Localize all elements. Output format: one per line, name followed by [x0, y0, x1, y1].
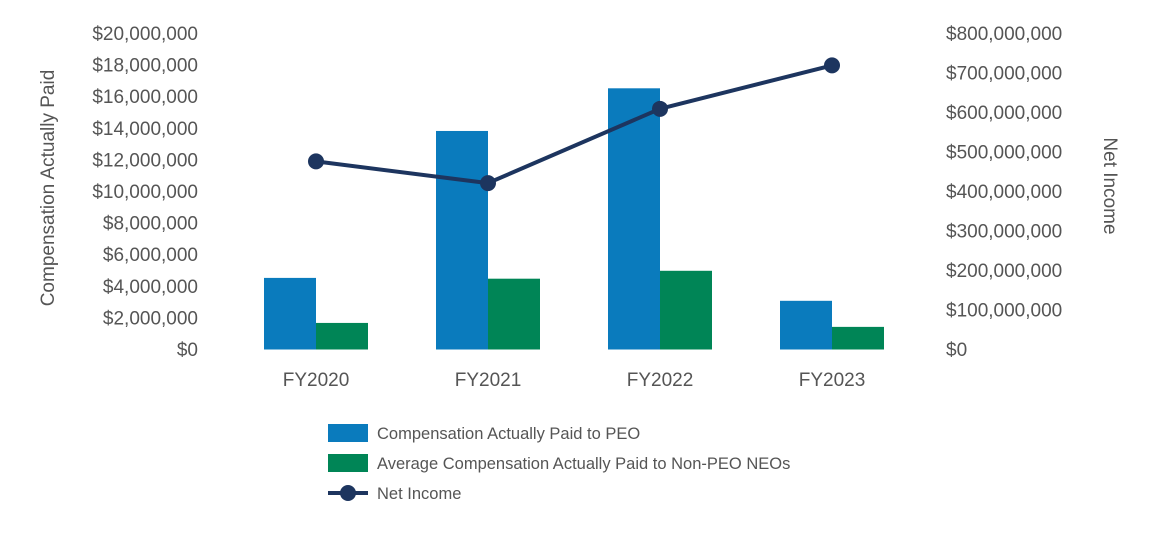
neo-bar-fy2020	[316, 322, 368, 350]
category-label: FY2023	[799, 370, 866, 391]
left-tick-label: $16,000,000	[92, 87, 198, 108]
peo-bar-fy2020	[264, 277, 316, 350]
right-tick-label: $700,000,000	[946, 64, 1062, 85]
peo-bar-fy2022	[608, 88, 660, 350]
category-label: FY2020	[283, 370, 350, 391]
legend-marker	[340, 485, 356, 501]
category-label: FY2021	[455, 370, 522, 391]
left-tick-label: $4,000,000	[103, 277, 198, 298]
left-tick-label: $12,000,000	[92, 150, 198, 171]
right-tick-label: $100,000,000	[946, 301, 1062, 322]
net-income-line	[315, 63, 833, 186]
net-income-line-group	[308, 57, 840, 192]
left-tick-label: $10,000,000	[92, 182, 198, 203]
left-tick-label: $8,000,000	[103, 214, 198, 235]
net-income-point-fy2020	[308, 153, 324, 170]
right-axis-label: Net Income	[1099, 137, 1120, 234]
net-income-point-fy2023	[824, 57, 840, 74]
legend-swatch	[328, 454, 368, 472]
left-tick-label: $18,000,000	[92, 56, 198, 77]
left-axis-ticks: $0 $2,000,000 $4,000,000 $6,000,000 $8,000,0…	[92, 24, 198, 361]
neo-bar-fy2023	[832, 326, 884, 350]
right-tick-label: $200,000,000	[946, 261, 1062, 282]
left-tick-label: $20,000,000	[92, 24, 198, 45]
category-label: FY2022	[627, 370, 694, 391]
net-income-point-fy2022	[652, 100, 668, 117]
neo-bar-fy2021	[488, 278, 540, 350]
right-tick-label: $0	[946, 340, 967, 361]
right-tick-label: $600,000,000	[946, 103, 1062, 124]
right-axis-ticks: $0 $100,000,000 $200,000,000 $300,000,000 $4…	[946, 24, 1062, 361]
legend-swatch	[328, 424, 368, 442]
legend-label: Compensation Actually Paid to PEO	[377, 425, 640, 443]
legend-label: Net Income	[377, 485, 461, 503]
legend-label: Average Compensation Actually Paid to No…	[377, 455, 790, 473]
legend: Compensation Actually Paid to PEO Average…	[328, 424, 790, 503]
left-tick-label: $2,000,000	[103, 308, 198, 329]
right-tick-label: $800,000,000	[946, 24, 1062, 45]
bars	[264, 88, 884, 350]
right-tick-label: $500,000,000	[946, 143, 1062, 164]
peo-bar-fy2021	[436, 130, 488, 350]
left-axis-label: Compensation Actually Paid	[38, 70, 59, 307]
category-labels: FY2020 FY2021 FY2022 FY2023	[283, 370, 866, 391]
left-tick-label: $0	[177, 340, 198, 361]
net-income-point-fy2021	[480, 175, 496, 192]
neo-bar-fy2022	[660, 270, 712, 350]
right-tick-label: $400,000,000	[946, 182, 1062, 203]
left-tick-label: $14,000,000	[92, 119, 198, 140]
peo-bar-fy2023	[780, 300, 832, 350]
left-tick-label: $6,000,000	[103, 245, 198, 266]
right-tick-label: $300,000,000	[946, 222, 1062, 243]
